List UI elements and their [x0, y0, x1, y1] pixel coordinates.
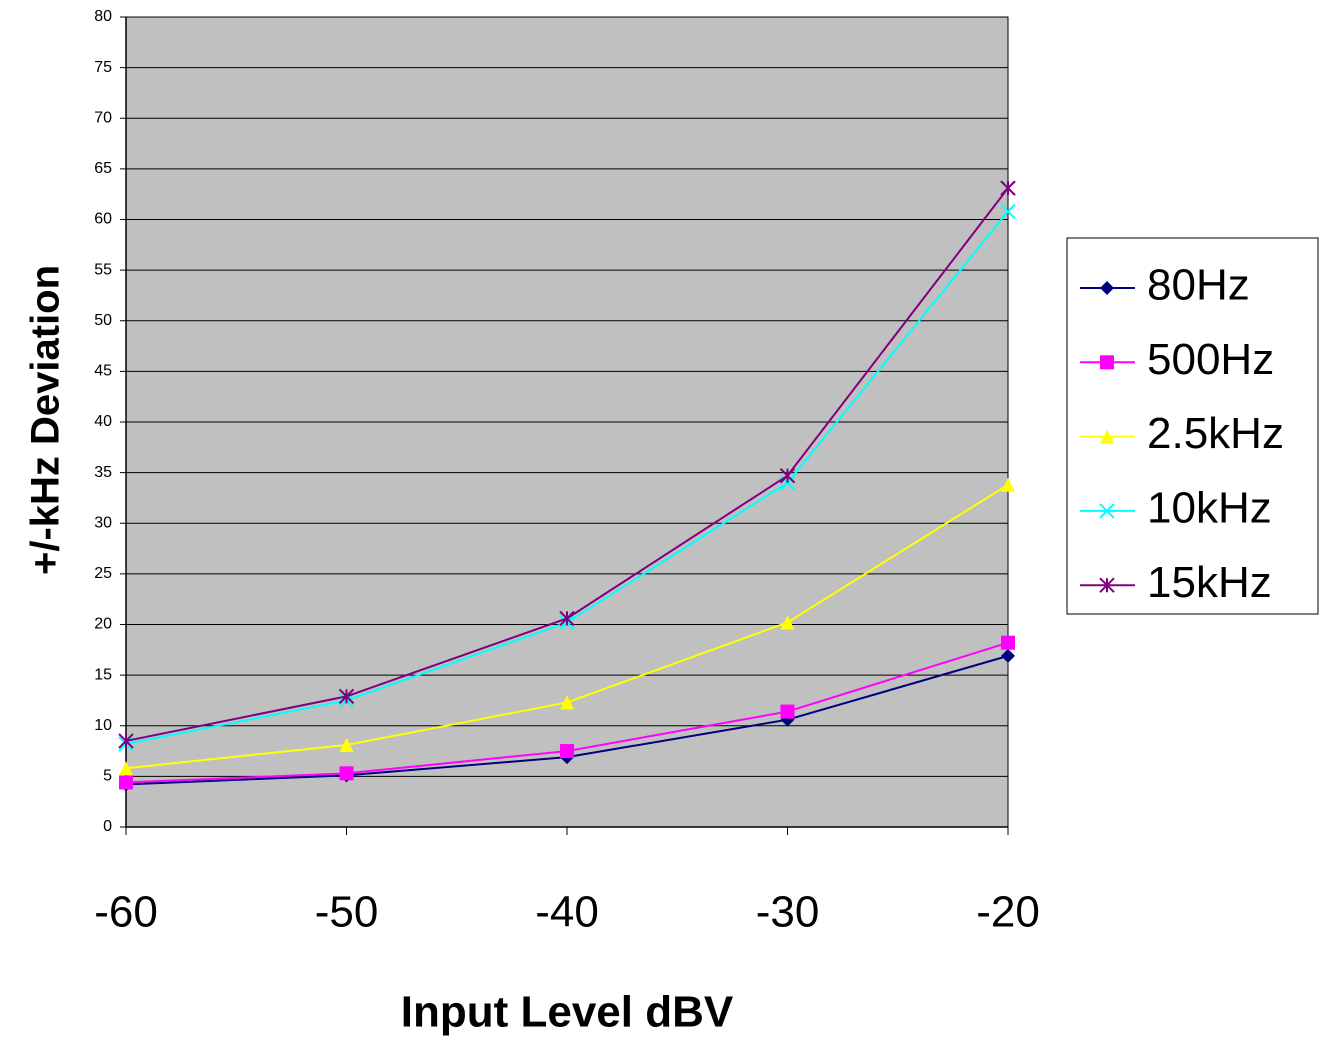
legend-label: 80Hz [1147, 261, 1250, 310]
x-axis-label: Input Level dBV [401, 988, 734, 1037]
y-axis-label: +/-kHz Deviation [24, 265, 68, 575]
y-tick-label: 5 [103, 768, 112, 785]
data-point [119, 761, 133, 776]
data-point [1001, 648, 1015, 663]
data-point [339, 766, 354, 781]
legend-box [1066, 237, 1319, 615]
y-tick-label: 10 [94, 717, 112, 734]
y-tick-label: 0 [103, 818, 112, 835]
y-tick-label: 35 [94, 464, 112, 481]
y-tick-label: 25 [94, 565, 112, 582]
data-point [339, 737, 354, 752]
y-tick-label: 20 [94, 616, 112, 633]
y-tick-label: 70 [94, 109, 112, 126]
data-point [780, 615, 795, 630]
y-tick-label: 60 [94, 211, 112, 228]
x-tick-label: -20 [976, 888, 1040, 937]
data-point [338, 688, 355, 705]
data-point [779, 467, 796, 484]
x-tick-label: -40 [535, 888, 599, 937]
legend-label: 500Hz [1147, 335, 1274, 384]
y-tick-label: 40 [94, 413, 112, 430]
x-tick-label: -60 [94, 888, 158, 937]
x-tick-label: -50 [315, 888, 379, 937]
legend-label: 15kHz [1147, 558, 1272, 607]
data-point [560, 695, 574, 710]
legend-label: 10kHz [1147, 484, 1272, 533]
y-tick-label: 75 [94, 59, 112, 76]
data-point [1000, 180, 1016, 196]
data-point [1001, 635, 1015, 650]
y-tick-label: 55 [94, 261, 112, 278]
legend-marker [1100, 355, 1114, 370]
data-point [559, 610, 575, 627]
y-tick-label: 65 [94, 160, 112, 177]
y-tick-label: 15 [94, 666, 112, 683]
legend-label: 2.5kHz [1147, 409, 1284, 458]
legend-marker [1100, 281, 1114, 295]
y-tick-label: 30 [94, 514, 112, 531]
legend-marker [1100, 429, 1114, 444]
data-point [119, 775, 133, 790]
data-point [1001, 477, 1015, 492]
data-point [1000, 203, 1016, 220]
data-point [780, 704, 795, 719]
data-point [118, 733, 134, 749]
data-point [560, 744, 574, 759]
legend-marker [1099, 577, 1115, 593]
y-tick-label: 45 [94, 363, 112, 380]
y-tick-label: 80 [94, 8, 112, 25]
y-tick-label: 50 [94, 312, 112, 329]
legend-marker [1099, 503, 1115, 519]
x-tick-label: -30 [756, 888, 820, 937]
